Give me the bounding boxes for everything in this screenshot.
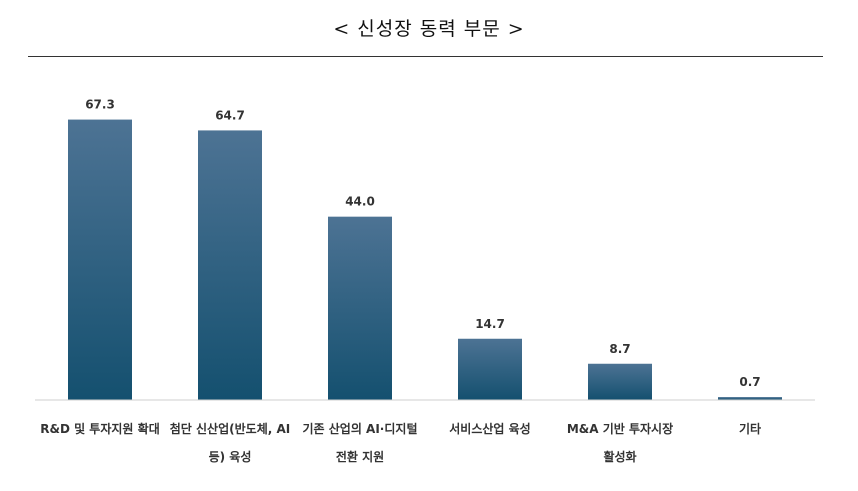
category-label-2-line-2: 등) 육성 bbox=[209, 449, 252, 464]
bar-5 bbox=[588, 363, 652, 400]
value-label-3: 44.0 bbox=[345, 195, 375, 209]
value-label-5: 8.7 bbox=[609, 342, 630, 356]
category-label-4-line-1: 서비스산업 육성 bbox=[449, 421, 530, 436]
value-label-1: 67.3 bbox=[85, 98, 115, 112]
category-labels-group: R&D 및 투자지원 확대 첨단 신산업(반도체, AI 등) 육성 기존 산업의 A… bbox=[40, 421, 761, 464]
bar-1 bbox=[68, 119, 132, 400]
bars-group bbox=[68, 119, 782, 400]
bar-2 bbox=[198, 130, 262, 400]
title-underline bbox=[28, 56, 823, 57]
category-label-3-line-2: 전환 지원 bbox=[336, 449, 384, 464]
bar-6 bbox=[718, 397, 782, 400]
category-label-6-line-1: 기타 bbox=[739, 421, 761, 436]
category-label-1-line-1: R&D 및 투자지원 확대 bbox=[40, 421, 159, 436]
value-label-2: 64.7 bbox=[215, 108, 245, 122]
chart-title: < 신성장 동력 부문 > bbox=[333, 18, 525, 40]
bar-4 bbox=[458, 338, 522, 400]
category-label-3-line-1: 기존 산업의 AI·디지털 bbox=[303, 421, 418, 436]
category-label-2-line-1: 첨단 신산업(반도체, AI bbox=[170, 421, 290, 436]
value-label-6: 0.7 bbox=[739, 375, 760, 389]
category-label-5-line-2: 활성화 bbox=[603, 449, 636, 464]
category-label-5-line-1: M&A 기반 투자시장 bbox=[567, 421, 673, 436]
bar-3 bbox=[328, 216, 392, 400]
value-labels-group: 67.3 64.7 44.0 14.7 8.7 0.7 bbox=[85, 98, 760, 390]
value-label-4: 14.7 bbox=[475, 317, 505, 331]
